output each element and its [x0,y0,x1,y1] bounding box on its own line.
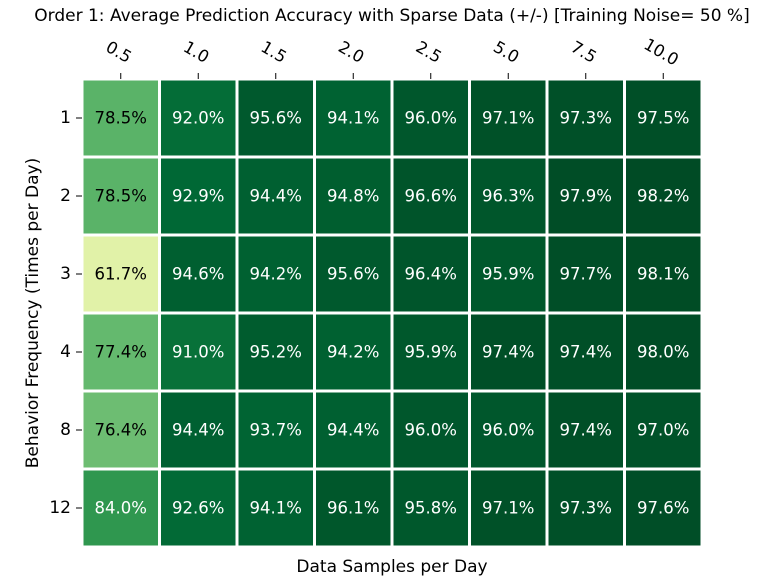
y-axis-label: Behavior Frequency (Times per Day) [23,157,43,469]
x-tick-label: 2.5 [413,37,445,67]
cell-value-label: 95.9% [482,265,534,284]
x-tick-label: 5.0 [490,37,522,67]
heatmap-cell [390,311,471,393]
heatmap-cell [235,155,316,237]
cell-value-label: 95.9% [405,343,457,362]
cell-value-label: 97.1% [482,109,534,128]
x-tick-label: 0.5 [103,37,135,67]
x-tick-label: 2.0 [335,37,367,67]
chart-title: Order 1: Average Prediction Accuracy wit… [34,6,750,26]
x-tick-label: 1.0 [180,37,212,67]
cell-value-label: 77.4% [95,343,147,362]
heatmap-cell [158,389,239,471]
cell-value-label: 97.5% [637,109,689,128]
y-tick-label: 3 [60,264,71,284]
heatmap-cell [623,77,704,159]
y-tick-label: 1 [60,108,71,128]
heatmap-cell [545,389,626,471]
cell-value-label: 91.0% [172,343,224,362]
heatmap-cell [623,389,704,471]
cell-value-label: 92.9% [172,187,224,206]
heatmap-cell [545,155,626,237]
y-tick-label: 8 [60,420,71,440]
heatmap-cell [158,233,239,315]
cell-value-label: 92.0% [172,109,224,128]
cell-value-label: 97.4% [560,343,612,362]
cell-value-label: 84.0% [95,499,147,518]
cell-value-label: 95.2% [250,343,302,362]
heatmap-cell [468,77,549,159]
cell-value-label: 93.7% [250,421,302,440]
cell-value-label: 97.7% [560,265,612,284]
cell-value-label: 96.0% [405,109,457,128]
cell-value-label: 98.1% [637,265,689,284]
heatmap-cell [235,467,316,549]
cell-value-label: 97.9% [560,187,612,206]
cell-value-label: 96.4% [405,265,457,284]
cell-value-label: 94.1% [327,109,379,128]
heatmap-cell [235,233,316,315]
cell-value-label: 94.1% [250,499,302,518]
cell-value-label: 78.5% [95,187,147,206]
cell-value-label: 94.6% [172,265,224,284]
heatmap-cell [468,467,549,549]
cell-value-label: 78.5% [95,109,147,128]
x-tick-label: 1.5 [258,37,290,67]
y-tick-label: 12 [49,498,71,518]
cell-value-label: 96.0% [405,421,457,440]
heatmap-cell [623,467,704,549]
y-tick-label: 2 [60,186,71,206]
cell-value-label: 92.6% [172,499,224,518]
cell-value-label: 96.1% [327,499,379,518]
cell-value-label: 97.0% [637,421,689,440]
cell-value-label: 97.3% [560,499,612,518]
cell-value-label: 97.3% [560,109,612,128]
heatmap-cell [623,155,704,237]
cell-value-label: 94.2% [250,265,302,284]
heatmap-cell [390,155,471,237]
cell-value-label: 98.0% [637,343,689,362]
cell-value-label: 94.4% [250,187,302,206]
x-tick-label: 7.5 [568,37,600,67]
y-tick-label: 4 [60,342,71,362]
cell-value-label: 97.6% [637,499,689,518]
heatmap-cell [313,311,394,393]
cell-value-label: 94.8% [327,187,379,206]
cell-value-label: 95.6% [327,265,379,284]
heatmap-cell [80,467,161,549]
heatmap-cell [390,389,471,471]
cell-value-label: 95.6% [250,109,302,128]
cell-value-label: 94.4% [327,421,379,440]
cell-value-label: 96.3% [482,187,534,206]
cell-value-label: 95.8% [405,499,457,518]
cell-value-label: 94.4% [172,421,224,440]
x-axis-label: Data Samples per Day [296,557,488,577]
heatmap-cell [545,311,626,393]
cell-value-label: 97.1% [482,499,534,518]
cell-value-label: 97.4% [482,343,534,362]
cell-value-label: 97.4% [560,421,612,440]
cell-value-label: 94.2% [327,343,379,362]
cell-value-label: 98.2% [637,187,689,206]
cell-value-label: 61.7% [95,265,147,284]
heatmap-cell [623,311,704,393]
heatmap-cell [623,233,704,315]
cell-value-label: 76.4% [95,421,147,440]
heatmap-cell [468,155,549,237]
heatmap-cell [158,467,239,549]
heatmap-cell [545,77,626,159]
cell-value-label: 96.6% [405,187,457,206]
x-tick-label: 10.0 [641,35,682,70]
heatmap-cell [80,155,161,237]
cell-value-label: 96.0% [482,421,534,440]
